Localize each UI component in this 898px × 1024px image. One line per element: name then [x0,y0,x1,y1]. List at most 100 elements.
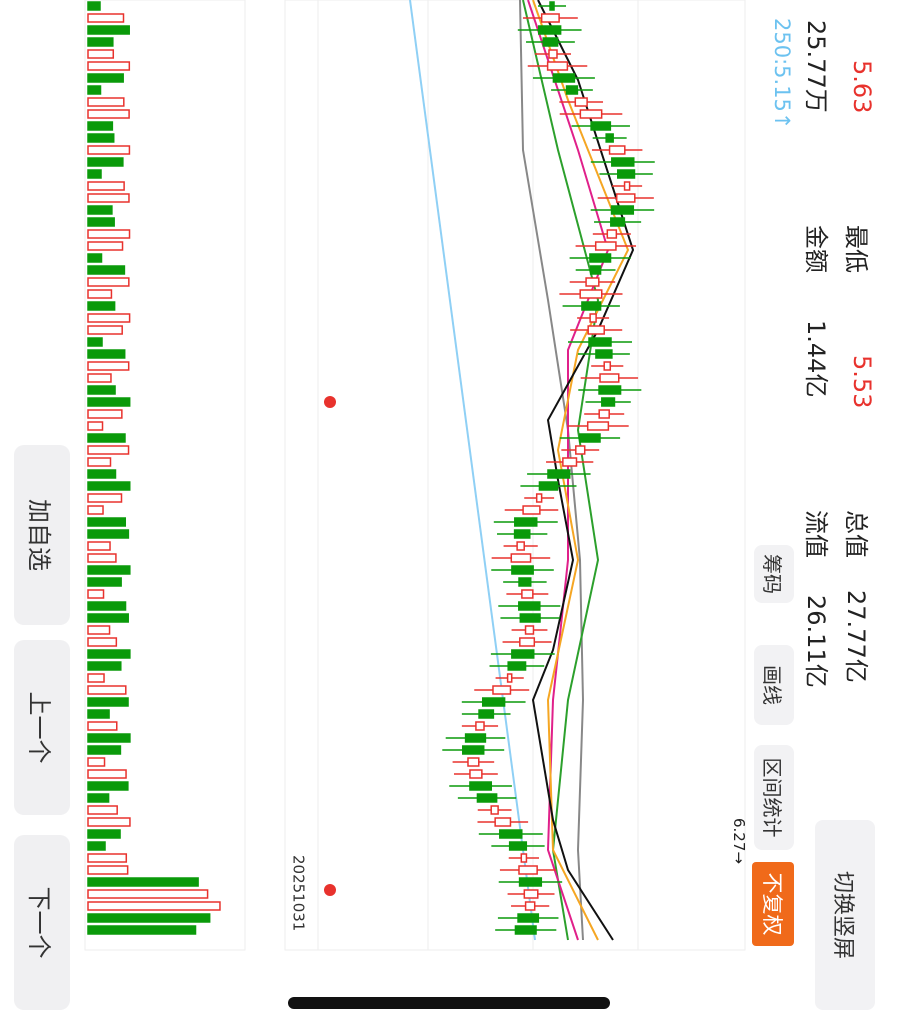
draw-button[interactable]: 画线 [754,645,794,725]
volume-bar [87,385,116,395]
ma-line [519,0,585,941]
candle-body [548,49,558,59]
volume-bar [87,373,112,383]
quote-value: 5.53 [848,355,876,409]
candle-body [575,445,586,455]
candle-body [608,145,626,155]
volume-bar [87,661,122,671]
candle-body [589,265,602,275]
volume-bar [87,757,106,767]
volume-bar [87,721,118,731]
volume-bar [87,181,125,191]
volume-bar [87,445,130,455]
volume-bar [87,793,110,803]
quote-value: 5.63 [848,60,876,114]
ma250-line [409,0,536,941]
quote-value: 27.77亿 [842,590,870,683]
volume-bar [87,901,221,911]
volume-bar [87,601,127,611]
volume-bar [87,529,130,539]
candle-body [524,901,536,911]
candle-body [540,13,560,23]
candle-body [589,313,597,323]
volume-bar [87,49,115,59]
candle-body [475,721,485,731]
prev-button[interactable]: 上一个 [14,640,70,815]
volume-bar [87,85,102,95]
quote-value: 1.44亿 [802,320,830,398]
volume-bar [87,829,121,839]
volume-bar [87,121,114,131]
candle-body [585,277,600,287]
volume-bar [87,253,103,263]
candle-body [546,61,569,71]
volume-bar [87,301,116,311]
volume-bar [87,217,115,227]
watchlist-button[interactable]: 加自选 [14,445,70,625]
candle-body [494,817,512,827]
volume-bar [87,841,106,851]
home-indicator [288,997,610,1009]
rotate-button[interactable]: 切换竖屏 [815,820,875,1010]
volume-bar [87,37,114,47]
candle-body [469,781,493,791]
volume-bar [87,361,130,371]
candle-body [598,385,622,395]
volume-bar [87,589,105,599]
volume-bar [87,805,118,815]
ma250-label: 250:5.15↑ [770,18,794,130]
next-button[interactable]: 下一个 [14,835,70,1010]
candle-body [523,889,539,899]
volume-bar [87,325,123,335]
volume-bar [87,553,117,563]
adjust-button[interactable]: 不复权 [752,862,794,946]
range-stats-button[interactable]: 区间统计 [754,745,794,850]
candle-body [590,121,612,131]
volume-bar [87,625,111,635]
volume-bar [87,73,124,83]
candle-body [524,625,535,635]
volume-bar [87,109,130,119]
candle-body [478,709,495,719]
volume-bar [87,853,128,863]
volume-bar [87,745,122,755]
candle-body [589,253,612,263]
volume-bar [87,349,126,359]
volume-bar [87,481,131,491]
volume-bar [87,1,101,11]
quote-value: 26.11亿 [802,595,830,688]
volume-bar [87,457,112,467]
candle-body [521,589,534,599]
volume-bar [87,133,115,143]
candle-body [516,541,525,551]
candle-body [506,673,513,683]
volume-bar [87,781,129,791]
volume-bar [87,865,129,875]
candle-body [490,805,499,815]
volume-bar [87,613,129,623]
candle-body [605,133,614,143]
volume-bar [87,817,131,827]
volume-bar [87,685,127,695]
candle-body [469,769,483,779]
candle-body [599,373,620,383]
candle-body [610,217,626,227]
volume-bar [87,145,131,155]
volume-bar [87,565,131,575]
volume-bar [87,61,131,71]
volume-bar [87,877,199,887]
chips-button[interactable]: 筹码 [754,545,794,603]
candle-body [535,493,543,503]
candle-body [579,289,603,299]
volume-bar [87,241,124,251]
ma-line [532,0,630,941]
candle-body [542,37,559,47]
quote-value: 25.77万 [802,20,830,113]
candle-body [587,325,605,335]
volume-bar [87,25,130,35]
volume-bar [87,469,117,479]
candle-body [601,397,616,407]
candle-body [615,193,636,203]
volume-bar [87,397,131,407]
